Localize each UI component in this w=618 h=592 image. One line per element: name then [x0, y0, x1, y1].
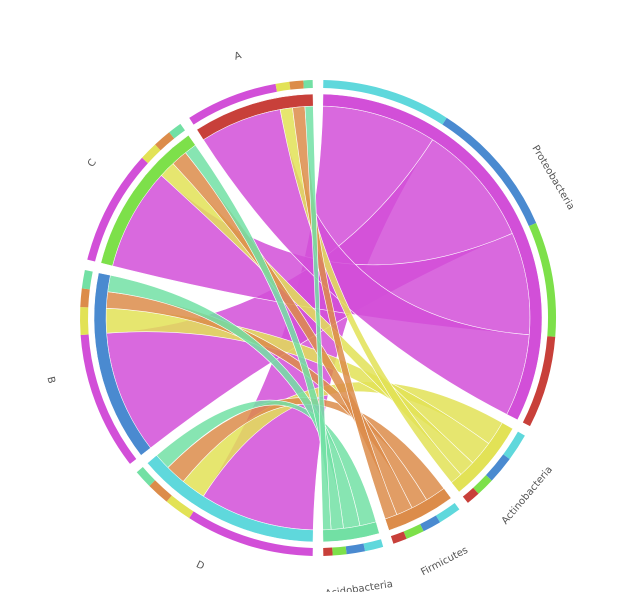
- sector-segment: [442, 117, 537, 227]
- sector-segment: [275, 81, 291, 92]
- sector-segment: [485, 454, 510, 481]
- sector-segment: [323, 80, 447, 125]
- sector-arc: [384, 488, 452, 531]
- sector-segment: [166, 495, 194, 519]
- sector-segment: [390, 531, 407, 544]
- sector-arc: [93, 272, 151, 456]
- sector-segment: [155, 132, 175, 151]
- ribbons: [105, 105, 531, 531]
- sector-label: Firmicutes: [419, 545, 470, 578]
- sector-segment: [462, 487, 479, 503]
- sector-segment: [332, 546, 347, 556]
- sector-label: Acidobacteria: [324, 579, 393, 592]
- sector-segment: [81, 270, 93, 290]
- sector-segment: [528, 222, 556, 337]
- sector-arc: [196, 93, 314, 141]
- sector-segment: [189, 83, 277, 125]
- sector-arc: [322, 521, 380, 543]
- sector-segment: [87, 157, 148, 262]
- sector-segment: [473, 475, 492, 494]
- sector-segment: [141, 144, 161, 164]
- sector-label: Actinobacteria: [500, 464, 555, 526]
- sector-arc: [322, 93, 543, 421]
- sector-segment: [80, 334, 137, 464]
- sector-segment: [503, 431, 525, 460]
- sector-label: Proteobacteria: [529, 144, 576, 212]
- sector-segment: [169, 123, 185, 139]
- sector-segment: [345, 543, 366, 555]
- sector-segment: [303, 80, 313, 89]
- sector-segment: [522, 336, 556, 427]
- sector-segment: [289, 80, 304, 90]
- sector-arc: [451, 422, 514, 493]
- sector-label: A: [233, 50, 243, 63]
- sector-label: C: [86, 157, 99, 169]
- sector-segment: [435, 502, 460, 523]
- sector-segment: [149, 480, 172, 502]
- sector-segment: [136, 467, 156, 486]
- sector-arc: [100, 134, 196, 267]
- sector-arc: [147, 455, 314, 543]
- sector-label: D: [194, 559, 206, 572]
- sector-segment: [403, 524, 424, 539]
- sector-segment: [323, 547, 333, 556]
- sector-segment: [80, 288, 90, 308]
- sector-segment: [363, 539, 384, 552]
- sector-label: B: [44, 376, 56, 385]
- sector-segment: [80, 307, 89, 336]
- sector-segment: [420, 515, 441, 532]
- sector-segment: [189, 511, 313, 556]
